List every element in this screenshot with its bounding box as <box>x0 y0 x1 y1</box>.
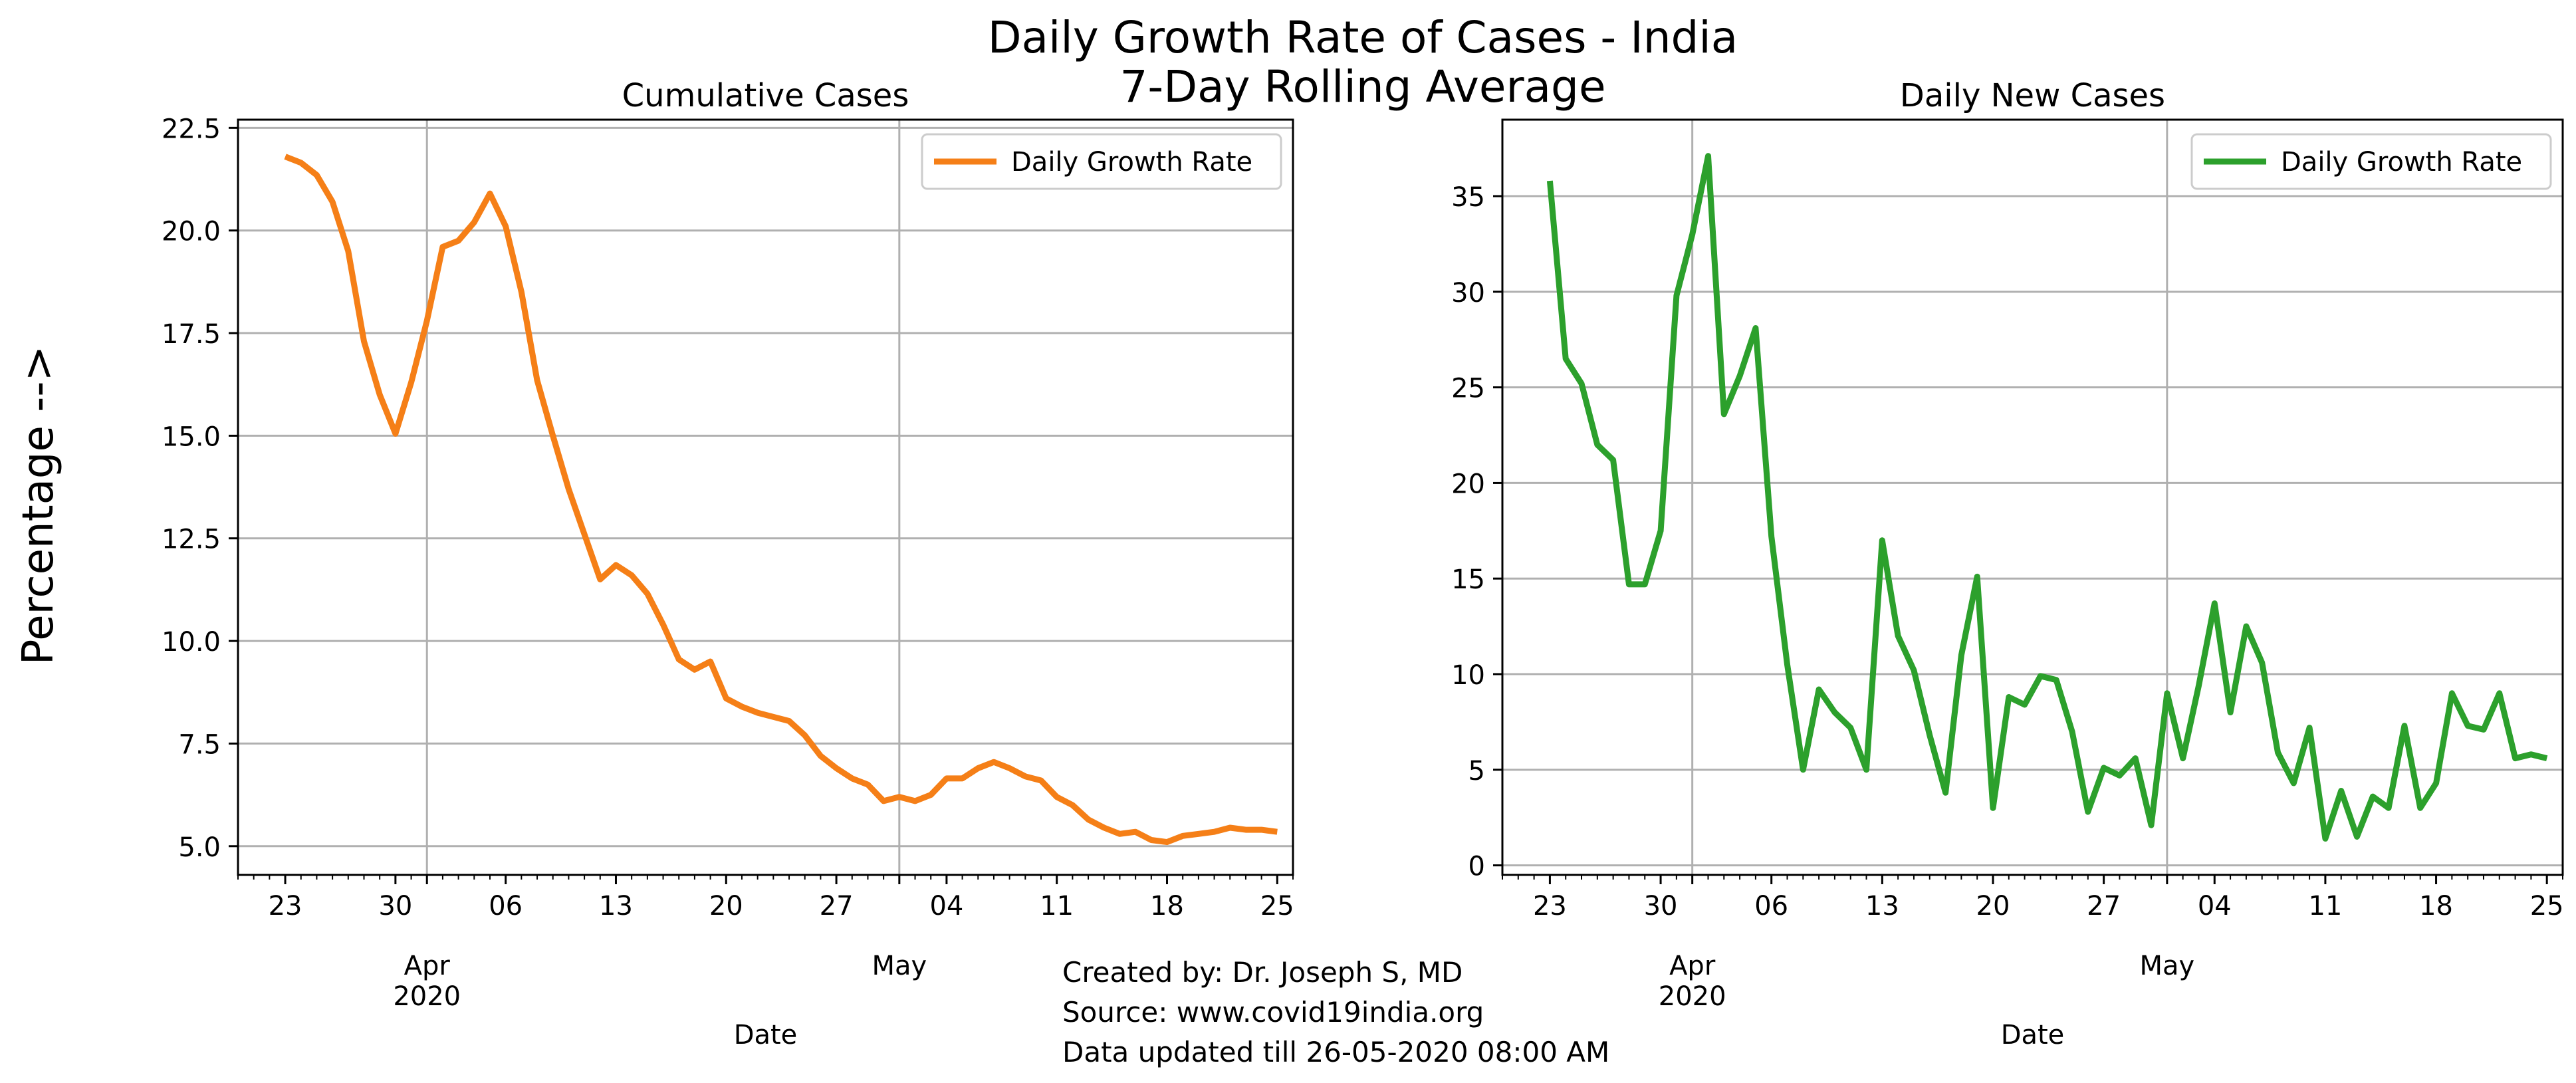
daily-new-plot-area: Daily New Cases 0 5 10 15 20 25 30 35 Apr 2020 May 2… <box>1451 77 2564 1050</box>
daily-new-ytick-label: 25 <box>1451 374 1485 404</box>
cumulative-xtick-label: 13 <box>599 891 633 921</box>
daily-new-ytick-label: 0 <box>1468 852 1485 882</box>
credits-source: Source: www.covid19india.org <box>1062 996 1484 1028</box>
daily-new-ytick-label: 5 <box>1468 756 1485 786</box>
cumulative-ytick-label: 15.0 <box>162 421 221 452</box>
cumulative-legend: Daily Growth Rate <box>921 133 1282 190</box>
cumulative-major-tick-label: Apr 2020 <box>393 951 461 1012</box>
daily-new-legend-label: Daily Growth Rate <box>2281 147 2522 178</box>
daily-new-ytick-label: 20 <box>1451 469 1485 499</box>
cumulative-ytick-label: 7.5 <box>178 729 221 760</box>
cumulative-series-line <box>284 154 1278 846</box>
cumulative-xtick-label: 11 <box>1040 891 1074 921</box>
cumulative-xtick-label: 25 <box>1260 891 1294 921</box>
cumulative-legend-label: Daily Growth Rate <box>1011 147 1252 178</box>
daily-new-ytick-label: 35 <box>1451 182 1485 213</box>
cumulative-subplot-title: Cumulative Cases <box>622 77 909 114</box>
cumulative-ytick-label: 5.0 <box>178 832 221 863</box>
daily-new-xtick-label: 23 <box>1533 891 1567 921</box>
daily-new-xtick-label: 30 <box>1644 891 1678 921</box>
cumulative-ytick-label: 10.0 <box>162 627 221 658</box>
cumulative-ytick-label: 22.5 <box>162 114 221 144</box>
daily-new-xtick-label: 13 <box>1865 891 1899 921</box>
daily-new-ytick-label: 10 <box>1451 660 1485 691</box>
daily-new-xtick-label: 27 <box>2087 891 2121 921</box>
cumulative-plot-area: Cumulative Cases 5.0 7.5 10.0 12.5 15.0 17.5 20… <box>162 77 1294 1050</box>
daily-new-xtick-label: 18 <box>2419 891 2453 921</box>
figure-title-line1: Daily Growth Rate of Cases - India <box>987 12 1738 63</box>
daily-new-xtick-label: 06 <box>1754 891 1788 921</box>
cumulative-xtick-label: 18 <box>1150 891 1184 921</box>
cumulative-xtick-label: 20 <box>709 891 743 921</box>
credits-updated: Data updated till 26-05-2020 08:00 AM <box>1062 1036 1610 1068</box>
daily-new-legend: Daily Growth Rate <box>2190 133 2552 190</box>
daily-new-xtick-label: 04 <box>2198 891 2232 921</box>
daily-new-major-tick-label: Apr 2020 <box>1659 951 1726 1012</box>
daily-new-axes-frame <box>1501 118 2564 876</box>
cumulative-xtick-label: 06 <box>489 891 523 921</box>
credits-created-by: Created by: Dr. Joseph S, MD <box>1062 956 1463 989</box>
cumulative-ytick-label: 12.5 <box>162 525 221 555</box>
daily-new-xtick-label: 11 <box>2308 891 2342 921</box>
daily-new-series-line <box>1546 153 2548 842</box>
cumulative-axes-frame <box>237 118 1294 876</box>
cumulative-xtick-label: 04 <box>929 891 963 921</box>
cumulative-major-tick-label: May <box>872 951 927 981</box>
cumulative-xtick-label: 23 <box>269 891 302 921</box>
daily-new-ytick-label: 30 <box>1451 278 1485 308</box>
cumulative-x-axis-label: Date <box>734 1020 798 1050</box>
cumulative-ytick-label: 20.0 <box>162 217 221 247</box>
cumulative-ytick-label: 17.5 <box>162 319 221 350</box>
daily-new-subplot-title: Daily New Cases <box>1900 77 2165 114</box>
figure-title-line2: 7-Day Rolling Average <box>1119 61 1606 112</box>
daily-new-xtick-label: 20 <box>1976 891 2010 921</box>
daily-new-ytick-label: 15 <box>1451 564 1485 595</box>
daily-new-major-tick-label: May <box>2139 951 2194 981</box>
cumulative-legend-box <box>921 133 1282 190</box>
daily-new-xtick-label: 25 <box>2530 891 2564 921</box>
daily-new-x-axis-label: Date <box>2001 1020 2065 1050</box>
cumulative-xtick-label: 27 <box>820 891 854 921</box>
daily-new-legend-box <box>2190 133 2552 190</box>
cumulative-xtick-label: 30 <box>378 891 412 921</box>
